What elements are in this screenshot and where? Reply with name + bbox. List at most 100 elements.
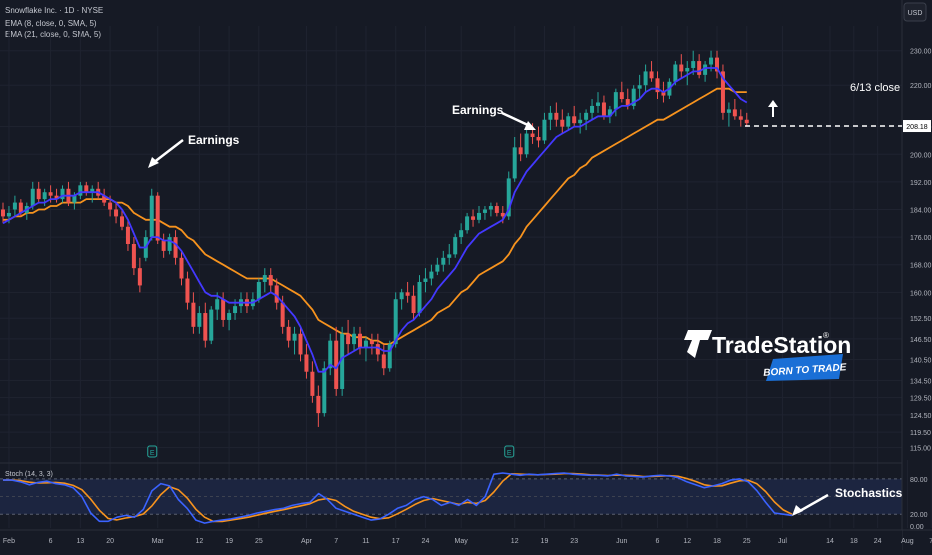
candle-body[interactable]: [429, 271, 434, 279]
candle-body[interactable]: [649, 71, 654, 79]
candle-body[interactable]: [459, 230, 464, 238]
candle-body[interactable]: [631, 88, 636, 106]
candle-body[interactable]: [215, 299, 220, 310]
candle[interactable]: [30, 181, 35, 210]
candle-body[interactable]: [375, 344, 380, 355]
candle-body[interactable]: [316, 395, 321, 414]
candle[interactable]: [488, 202, 493, 217]
candle[interactable]: [590, 99, 595, 120]
candle[interactable]: [715, 50, 719, 79]
candle[interactable]: [518, 133, 523, 162]
candle-body[interactable]: [352, 333, 357, 345]
candle-body[interactable]: [542, 119, 547, 141]
candle[interactable]: [298, 326, 303, 362]
candle-body[interactable]: [709, 57, 714, 65]
candle[interactable]: [554, 102, 559, 127]
candle[interactable]: [36, 181, 41, 203]
candle-body[interactable]: [726, 109, 731, 113]
candle-body[interactable]: [233, 306, 238, 314]
candle-body[interactable]: [554, 112, 559, 120]
candle-body[interactable]: [90, 188, 95, 193]
candle-body[interactable]: [738, 116, 743, 120]
candle[interactable]: [643, 64, 648, 93]
candle-body[interactable]: [102, 195, 107, 203]
candle-body[interactable]: [137, 268, 142, 286]
candle[interactable]: [679, 54, 684, 79]
candle[interactable]: [316, 385, 321, 427]
price-axis[interactable]: 230.00220.00208.00200.00192.00184.00176.…: [901, 0, 932, 550]
candle-body[interactable]: [292, 333, 297, 341]
candle-body[interactable]: [703, 64, 708, 75]
candle-body[interactable]: [209, 309, 214, 341]
candle[interactable]: [459, 223, 464, 244]
candle-body[interactable]: [548, 112, 553, 120]
candle[interactable]: [161, 233, 166, 258]
candle-body[interactable]: [607, 109, 612, 117]
candle[interactable]: [114, 202, 119, 224]
candle-body[interactable]: [203, 313, 208, 341]
candle-body[interactable]: [262, 275, 267, 282]
candle[interactable]: [185, 271, 190, 310]
candle-body[interactable]: [125, 226, 130, 244]
candle-body[interactable]: [399, 292, 404, 300]
candle[interactable]: [54, 188, 59, 203]
candle[interactable]: [578, 112, 583, 134]
candle[interactable]: [310, 361, 315, 403]
candle[interactable]: [268, 268, 273, 293]
candle-body[interactable]: [167, 237, 172, 251]
candle-body[interactable]: [601, 102, 606, 117]
candle-body[interactable]: [590, 105, 595, 113]
candle-body[interactable]: [381, 354, 386, 369]
candle-body[interactable]: [227, 313, 232, 320]
candle-body[interactable]: [578, 119, 583, 124]
candle-body[interactable]: [173, 237, 178, 258]
candle[interactable]: [387, 340, 392, 372]
candle-body[interactable]: [530, 133, 535, 137]
candle[interactable]: [90, 185, 95, 203]
time-axis[interactable]: Feb 6 13 20 Mar 12 19 25 Apr 7 11 17 24 May 12 19 23 Jun 6…: [0, 529, 932, 550]
candle[interactable]: [435, 257, 440, 276]
candle[interactable]: [703, 61, 708, 82]
candle-body[interactable]: [322, 368, 327, 414]
candle[interactable]: [209, 306, 214, 345]
candle-body[interactable]: [60, 188, 65, 200]
candle[interactable]: [471, 209, 476, 227]
candle-body[interactable]: [179, 257, 184, 279]
candle-body[interactable]: [441, 257, 446, 265]
candle[interactable]: [607, 105, 612, 124]
candle-body[interactable]: [221, 299, 226, 320]
earnings-event-marker[interactable]: E: [147, 445, 158, 458]
candle[interactable]: [381, 344, 386, 376]
candle-body[interactable]: [405, 292, 410, 296]
candle[interactable]: [726, 102, 731, 127]
candle-body[interactable]: [536, 137, 541, 141]
candle[interactable]: [405, 281, 410, 303]
candle-body[interactable]: [637, 85, 642, 89]
candle-body[interactable]: [131, 244, 136, 269]
candle[interactable]: [536, 126, 541, 148]
candle[interactable]: [482, 206, 487, 220]
candle[interactable]: [84, 181, 89, 196]
candle-body[interactable]: [465, 216, 470, 231]
candle-body[interactable]: [673, 64, 678, 82]
candle-body[interactable]: [447, 254, 452, 258]
candle-body[interactable]: [6, 212, 11, 217]
candle-body[interactable]: [387, 344, 392, 369]
candle[interactable]: [262, 268, 267, 293]
candle-body[interactable]: [720, 71, 725, 113]
candle-body[interactable]: [78, 185, 83, 196]
candle[interactable]: [542, 112, 547, 144]
candle[interactable]: [60, 185, 65, 203]
candle[interactable]: [697, 54, 702, 79]
candle[interactable]: [720, 64, 725, 120]
candle[interactable]: [102, 188, 107, 207]
candle[interactable]: [572, 105, 577, 127]
candle-body[interactable]: [732, 109, 737, 117]
candle-body[interactable]: [417, 281, 422, 314]
candle[interactable]: [215, 292, 220, 320]
candle-body[interactable]: [54, 195, 59, 200]
last-price-tag[interactable]: [903, 120, 931, 133]
candle-body[interactable]: [613, 92, 618, 110]
candle-body[interactable]: [161, 240, 166, 251]
